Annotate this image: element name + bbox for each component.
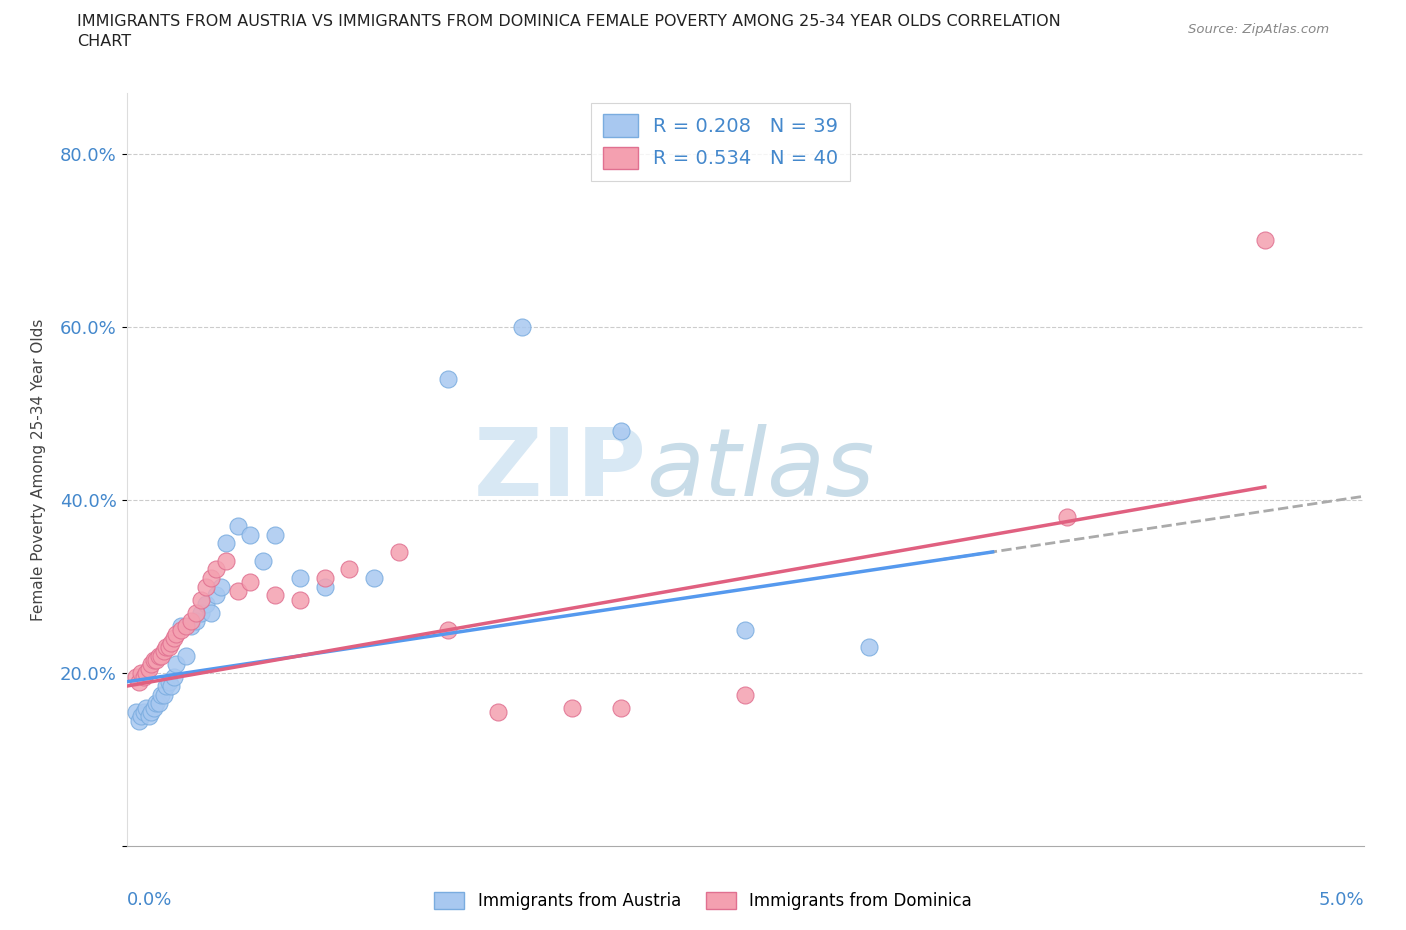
Point [162, 670, 184, 684]
Text: Source: ZipAtlas.com: Source: ZipAtlas.com [1188, 23, 1329, 36]
Legend: Immigrants from Austria, Immigrants from Dominica: Immigrants from Austria, Immigrants from… [427, 885, 979, 917]
Point [148, 696, 170, 711]
Legend: R = 0.208   N = 39, R = 0.534   N = 40: R = 0.208 N = 39, R = 0.534 N = 40 [591, 102, 851, 180]
Point [512, 319, 534, 334]
Point [125, 705, 148, 720]
Point [142, 700, 165, 715]
Point [141, 705, 163, 720]
Point [170, 618, 193, 633]
Point [288, 592, 311, 607]
Point [190, 592, 212, 607]
Point [125, 670, 148, 684]
Point [314, 579, 336, 594]
Text: CHART: CHART [77, 34, 131, 49]
Text: 5.0%: 5.0% [1319, 892, 1364, 910]
Point [252, 553, 274, 568]
Point [209, 579, 232, 594]
Point [610, 700, 633, 715]
Y-axis label: Female Poverty Among 25-34 Year Olds: Female Poverty Among 25-34 Year Olds [31, 318, 46, 621]
Point [128, 674, 150, 689]
Point [174, 618, 197, 633]
Point [200, 570, 222, 585]
Point [165, 657, 187, 671]
Point [180, 614, 202, 629]
Point [145, 653, 167, 668]
Point [148, 648, 170, 663]
Point [214, 536, 236, 551]
Point [184, 614, 207, 629]
Text: IMMIGRANTS FROM AUSTRIA VS IMMIGRANTS FROM DOMINICA FEMALE POVERTY AMONG 25-34 Y: IMMIGRANTS FROM AUSTRIA VS IMMIGRANTS FR… [77, 14, 1062, 29]
Point [204, 588, 226, 603]
Point [194, 596, 217, 611]
Point [132, 705, 155, 720]
Point [226, 519, 249, 534]
Point [152, 644, 174, 659]
Point [162, 631, 184, 646]
Point [226, 583, 249, 598]
Point [214, 553, 236, 568]
Point [190, 605, 212, 620]
Point [160, 635, 183, 650]
Point [337, 562, 360, 577]
Text: atlas: atlas [647, 424, 875, 515]
Point [858, 640, 880, 655]
Point [1254, 232, 1277, 247]
Point [128, 713, 150, 728]
Point [1056, 510, 1078, 525]
Point [363, 570, 385, 585]
Point [157, 640, 180, 655]
Point [204, 562, 226, 577]
Point [131, 666, 153, 681]
Point [610, 423, 633, 438]
Point [145, 696, 167, 711]
Point [170, 622, 193, 637]
Point [184, 605, 207, 620]
Point [264, 527, 287, 542]
Point [314, 570, 336, 585]
Point [131, 709, 153, 724]
Point [437, 622, 460, 637]
Point [152, 687, 174, 702]
Point [437, 371, 460, 386]
Point [132, 670, 155, 684]
Text: 0.0%: 0.0% [127, 892, 172, 910]
Point [165, 627, 187, 642]
Point [734, 687, 756, 702]
Point [141, 657, 163, 671]
Point [135, 700, 157, 715]
Point [150, 648, 173, 663]
Point [135, 666, 157, 681]
Point [486, 705, 509, 720]
Point [239, 575, 262, 590]
Point [142, 653, 165, 668]
Point [157, 674, 180, 689]
Point [561, 700, 583, 715]
Point [138, 661, 160, 676]
Point [160, 679, 183, 694]
Point [200, 605, 222, 620]
Point [150, 687, 173, 702]
Point [180, 618, 202, 633]
Point [194, 579, 217, 594]
Point [155, 679, 177, 694]
Point [155, 640, 177, 655]
Point [138, 709, 160, 724]
Point [388, 544, 411, 559]
Point [174, 648, 197, 663]
Point [288, 570, 311, 585]
Point [734, 622, 756, 637]
Point [264, 588, 287, 603]
Text: ZIP: ZIP [474, 424, 647, 515]
Point [239, 527, 262, 542]
